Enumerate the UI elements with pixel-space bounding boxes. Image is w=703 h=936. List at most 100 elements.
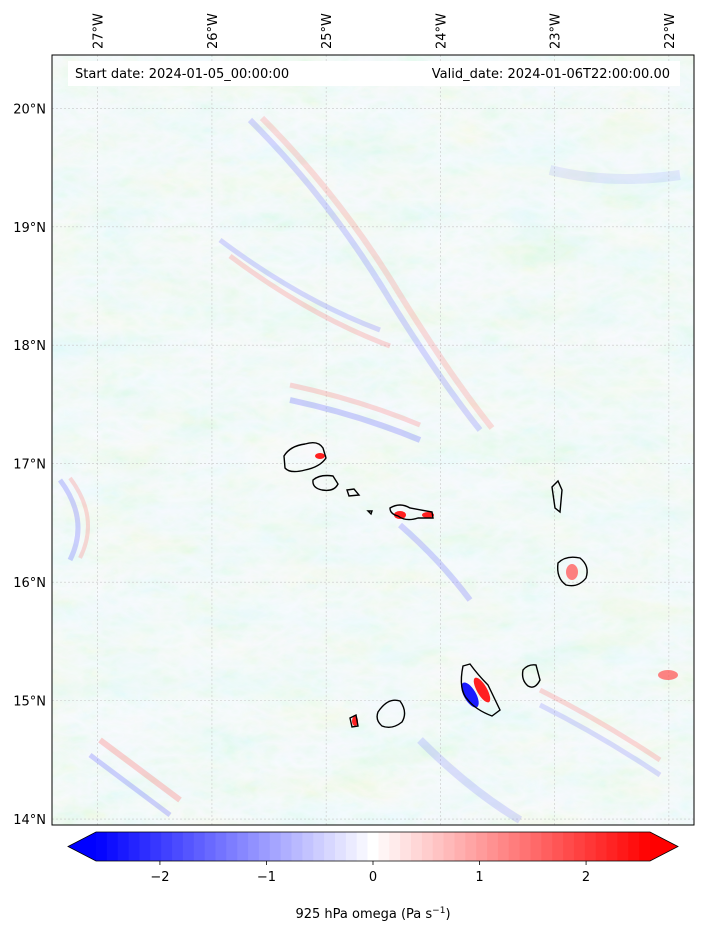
colorbar-cell [508, 832, 521, 861]
lon-label: 23°W [549, 13, 564, 49]
colorbar-cell [302, 832, 314, 861]
wave-band-negative [538, 702, 662, 778]
wave-band-negative [398, 522, 473, 602]
colorbar-cell [443, 832, 456, 861]
colorbar-cell [269, 832, 282, 861]
colorbar-cell [432, 832, 445, 861]
longitude-labels: 27°W 26°W 25°W 24°W 23°W 22°W [92, 13, 678, 49]
colorbar-cells [68, 832, 678, 861]
colorbar-cell [150, 832, 162, 861]
colorbar-cell [530, 832, 542, 861]
lat-label: 19°N [13, 221, 46, 236]
wave-band-positive [98, 737, 182, 803]
colorbar-cell [128, 832, 141, 861]
island-sao-vicente [312, 474, 339, 492]
wave-band-positive [259, 115, 495, 430]
colorbar-cell [584, 832, 597, 861]
island-sal [551, 479, 563, 514]
colorbar-cell [204, 832, 217, 861]
colorbar-cell [541, 832, 553, 861]
colorbar-label: 925 hPa omega (Pa s−1) [295, 906, 450, 922]
info-box [68, 61, 680, 86]
colorbar-ticks: −2 −1 0 1 2 [150, 861, 590, 885]
colorbar-cell [487, 832, 499, 861]
colorbar-cell [237, 832, 249, 861]
colorbar-tick-label: −1 [257, 870, 276, 885]
island-santiago [460, 663, 501, 717]
colorbar-cell [552, 832, 564, 861]
colorbar-cell [639, 832, 651, 861]
colorbar-cell [248, 832, 260, 861]
colorbar-extend-min [68, 832, 96, 861]
wave-features [57, 115, 681, 824]
colorbar-cell [215, 832, 227, 861]
colorbar-cell [400, 832, 412, 861]
wave-band-negative [88, 753, 172, 818]
colorbar-tick-label: 0 [369, 870, 377, 885]
lat-label: 15°N [13, 695, 46, 710]
colorbar-cell [617, 832, 629, 861]
updraft-patch [473, 677, 491, 703]
lat-label: 16°N [13, 576, 46, 591]
colorbar-cell [411, 832, 423, 861]
lon-label: 26°W [206, 13, 221, 49]
updraft-patch [658, 670, 678, 680]
colorbar-cell [280, 832, 293, 861]
wave-band-negative [218, 237, 381, 333]
wave-band-negative [417, 737, 523, 824]
wave-band-negative [289, 397, 422, 443]
island-boa-vista [556, 556, 588, 587]
updraft-patch [566, 564, 578, 580]
island-maio [521, 664, 541, 688]
island-santa-luzia [346, 488, 361, 497]
island-fogo [376, 699, 406, 729]
colorbar-cell [193, 832, 206, 861]
start-date-label: Start date: 2024-01-05_00:00:00 [75, 67, 289, 82]
colorbar-cell [519, 832, 532, 861]
wave-band-negative [247, 117, 483, 432]
colorbar-tick-label: −2 [150, 870, 169, 885]
colorbar-cell [96, 832, 108, 861]
colorbar-cell [324, 832, 336, 861]
updraft-patch [422, 512, 434, 518]
colorbar-cell [117, 832, 130, 861]
wave-band-positive [68, 476, 90, 559]
island-branco [366, 510, 373, 516]
lat-label: 14°N [13, 813, 46, 828]
coastlines [283, 441, 588, 729]
map-panel: Start date: 2024-01-05_00:00:00 Valid_da… [51, 54, 695, 826]
wave-band-negative [548, 165, 681, 184]
colorbar-tick-label: 2 [582, 870, 590, 885]
colorbar: −2 −1 0 1 2 925 hPa omega (Pa s−1) [67, 831, 679, 922]
lon-label: 24°W [434, 13, 449, 49]
lon-label: 25°W [320, 13, 335, 49]
omega-wave-texture [52, 55, 694, 825]
updraft-patch [394, 511, 406, 519]
colorbar-outline [67, 831, 679, 862]
colorbar-cell [465, 832, 477, 861]
colorbar-cell [378, 832, 390, 861]
colorbar-cell [226, 832, 238, 861]
lat-label: 18°N [13, 339, 46, 354]
lon-label: 22°W [663, 13, 678, 49]
colorbar-cell [476, 832, 488, 861]
lon-label: 27°W [92, 13, 107, 49]
colorbar-cell [161, 832, 173, 861]
colorbar-cell [139, 832, 151, 861]
colorbar-cell [454, 832, 466, 861]
colorbar-extend-max [650, 832, 678, 861]
colorbar-cell [106, 832, 119, 861]
island-santo-antao [283, 441, 327, 473]
wave-band-positive [289, 382, 421, 428]
colorbar-cell [345, 832, 358, 861]
colorbar-cell [389, 832, 401, 861]
colorbar-cell [172, 832, 184, 861]
valid-date-label: Valid_date: 2024-01-06T22:00:00.00 [432, 67, 670, 82]
wave-band-positive [228, 253, 391, 349]
colorbar-cell [628, 832, 640, 861]
downdraft-patch [461, 682, 479, 708]
graticule [52, 55, 694, 825]
colorbar-cell [313, 832, 325, 861]
lat-label: 17°N [13, 458, 46, 473]
